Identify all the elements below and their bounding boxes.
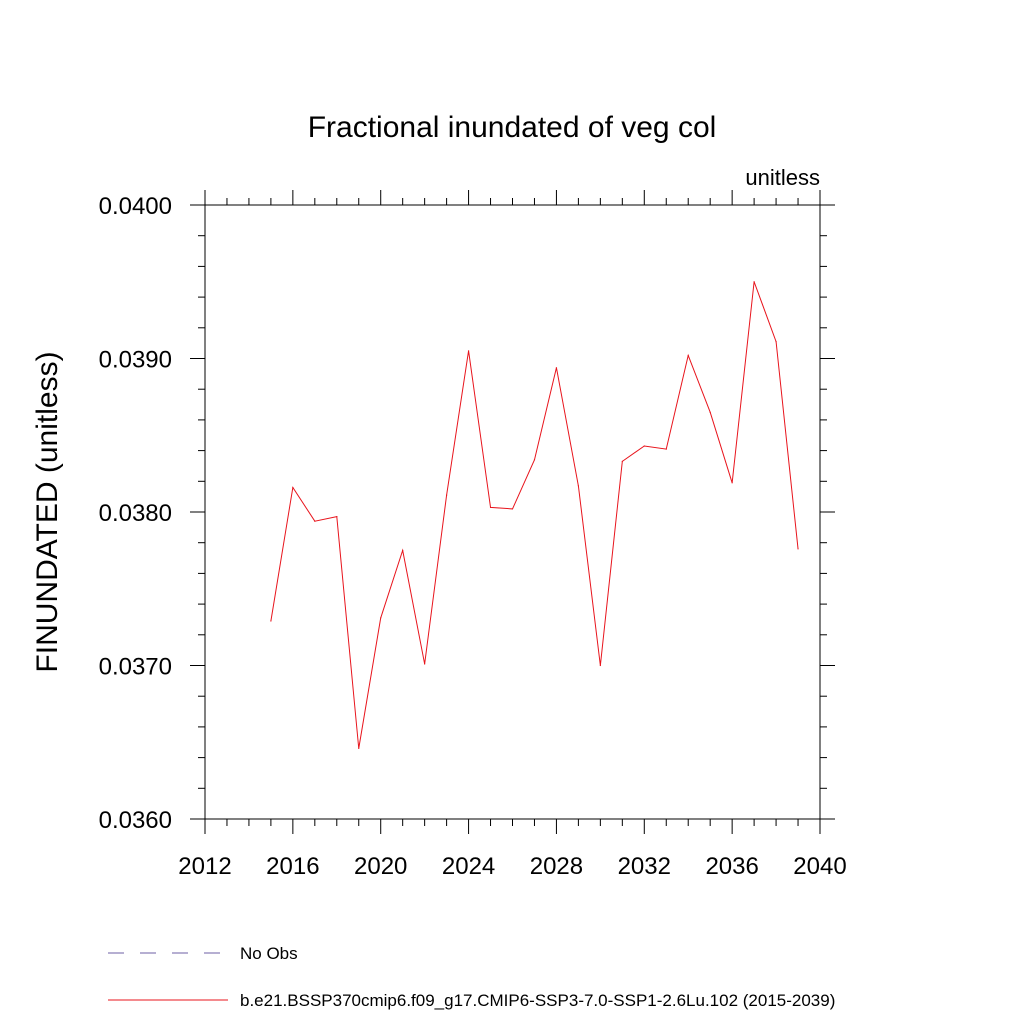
- x-tick-label: 2028: [530, 853, 583, 880]
- y-tick-label: 0.0360: [99, 807, 172, 834]
- x-tick-label: 2024: [442, 853, 495, 880]
- series-layer: [270, 281, 799, 749]
- x-axis-tick-labels: 2012 2016 2020 2024 2028 2032 2036 2040: [178, 853, 846, 880]
- y-tick-label: 0.0380: [99, 500, 172, 527]
- data-point: [511, 508, 514, 510]
- data-point: [533, 459, 536, 461]
- y-tick-label: 0.0400: [99, 193, 172, 220]
- data-point: [424, 663, 426, 665]
- x-tick-label: 2036: [705, 853, 758, 880]
- data-point: [577, 485, 579, 487]
- data-point: [489, 506, 492, 508]
- y-tick-label: 0.0370: [99, 654, 172, 681]
- data-point: [643, 445, 645, 447]
- data-point: [292, 486, 294, 489]
- series-line-0: [270, 281, 799, 749]
- data-point: [797, 548, 799, 550]
- data-point: [446, 494, 448, 496]
- x-tick-label: 2012: [178, 853, 231, 880]
- x-tick-label: 2020: [354, 853, 407, 880]
- data-point: [709, 411, 711, 413]
- chart-title: Fractional inundated of veg col: [308, 111, 717, 144]
- data-point: [621, 460, 623, 462]
- plot-frame: [204, 204, 821, 820]
- legend-label-no-obs: No Obs: [240, 944, 298, 963]
- legend-label-series: b.e21.BSSP370cmip6.f09_g17.CMIP6-SSP3-7.…: [240, 991, 835, 1010]
- data-point: [402, 549, 404, 551]
- x-tick-label: 2032: [618, 853, 671, 880]
- data-point: [314, 520, 316, 522]
- units-label: unitless: [745, 165, 820, 190]
- data-point: [687, 354, 689, 357]
- x-tick-label: 2016: [266, 853, 319, 880]
- data-point: [270, 620, 272, 622]
- data-point: [731, 482, 733, 484]
- data-point: [467, 350, 470, 352]
- legend: No Obs b.e21.BSSP370cmip6.f09_g17.CMIP6-…: [108, 944, 835, 1010]
- data-point: [753, 281, 755, 283]
- y-axis-tick-labels: 0.0360 0.0370 0.0380 0.0390 0.0400: [99, 193, 172, 834]
- data-point: [380, 617, 382, 619]
- data-point: [555, 367, 558, 369]
- data-point: [599, 664, 601, 667]
- y-tick-label: 0.0390: [99, 347, 172, 374]
- data-point: [358, 747, 360, 749]
- data-point: [665, 448, 667, 450]
- data-point: [775, 341, 777, 343]
- x-tick-label: 2040: [793, 853, 846, 880]
- y-axis-label: FINUNDATED (unitless): [31, 351, 64, 672]
- x-axis-ticks: [204, 190, 821, 834]
- y-axis-ticks: [190, 204, 835, 820]
- data-point: [336, 516, 338, 518]
